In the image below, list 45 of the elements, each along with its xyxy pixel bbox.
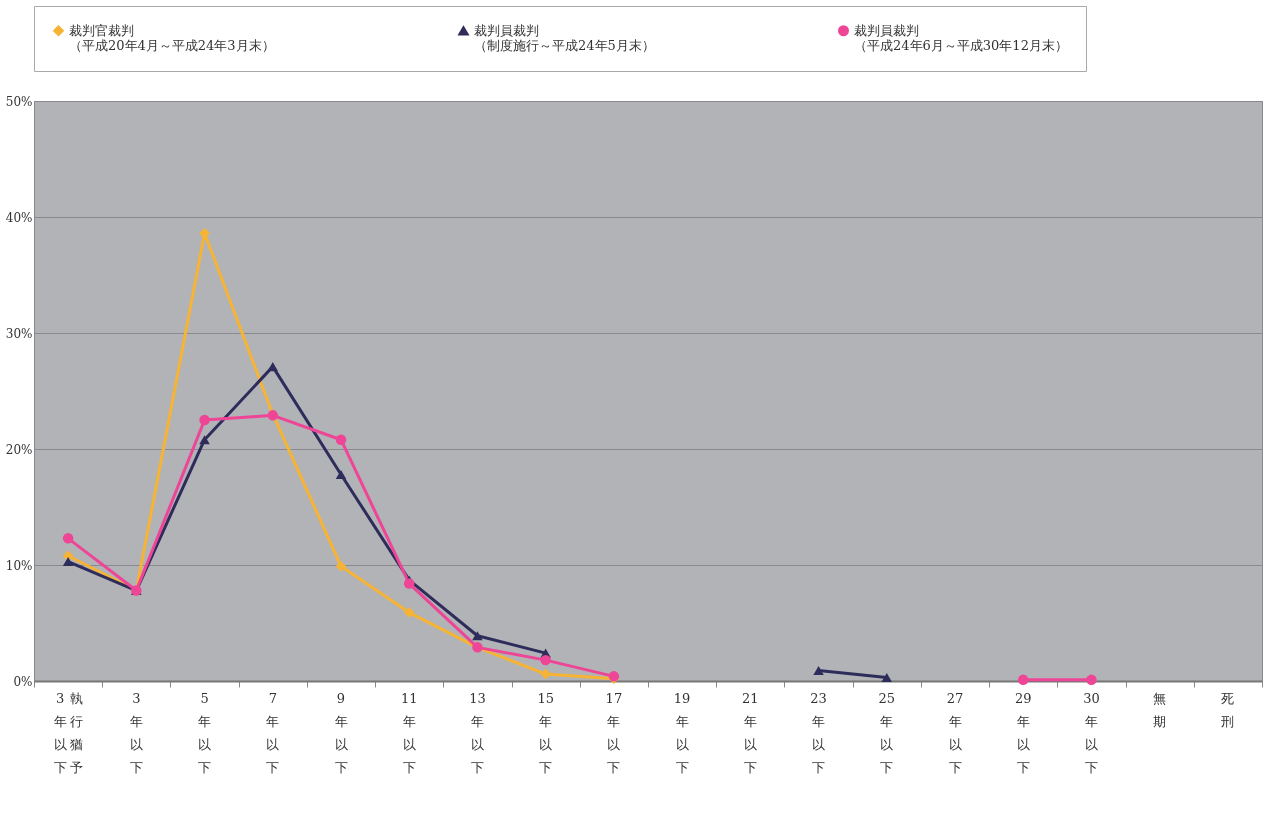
point [335, 560, 347, 572]
x-tick-label: 17年以下 [605, 691, 623, 775]
x-tick-label: 5年以下 [198, 691, 212, 775]
x-tick-label: 29年以下 [1014, 691, 1032, 775]
x-tick-label: 30年以下 [1083, 691, 1100, 775]
point [403, 578, 415, 589]
point [881, 672, 893, 683]
point [813, 666, 824, 676]
point [1017, 674, 1029, 686]
y-tick-label: 30% [5, 326, 33, 341]
x-tick-label: 23年以下 [810, 691, 827, 775]
x-tick-label: 15年以下 [537, 691, 554, 775]
x-tick-label: 7年以下 [266, 691, 280, 775]
x-tick-label: 13年以下 [469, 691, 486, 775]
x-tick-label: 19年以下 [673, 691, 691, 775]
x-tick-label: 無期 [1153, 691, 1167, 729]
point [540, 668, 551, 680]
point [335, 469, 347, 480]
y-tick-label: 0% [13, 674, 33, 689]
legend-label: 裁判員裁判（平成24年6月～平成30年12月末） [854, 22, 1068, 53]
point [403, 607, 415, 618]
point [199, 435, 210, 445]
x-tick-label: 3年以下 [129, 691, 143, 775]
point [62, 533, 74, 544]
point [199, 414, 210, 426]
x-tick-label: 11年以下 [400, 691, 418, 775]
point [472, 631, 483, 641]
x-tick-label: 27年以下 [946, 691, 964, 775]
y-tick-label: 50% [5, 94, 33, 109]
point [62, 556, 74, 567]
y-tick-label: 40% [5, 210, 33, 225]
y-tick-label: 10% [5, 558, 33, 573]
text: 執行猶予 [69, 691, 83, 775]
legend-label: 裁判官裁判（平成20年4月～平成24年3月末） [69, 22, 275, 53]
x-tick-label: 9年以下 [334, 691, 348, 775]
x-tick-label: 死刑 [1221, 691, 1235, 729]
point [540, 654, 551, 666]
point [267, 362, 279, 372]
y-tick-label: 20% [5, 442, 33, 457]
point [335, 434, 347, 445]
point [1086, 674, 1097, 686]
x-tick-label: 3年以下 [53, 691, 67, 775]
x-tick-label: 21年以下 [742, 691, 759, 775]
x-tick-label: 25年以下 [878, 691, 896, 775]
legend-label: 裁判員裁判（制度施行～平成24年5月末） [474, 22, 655, 53]
